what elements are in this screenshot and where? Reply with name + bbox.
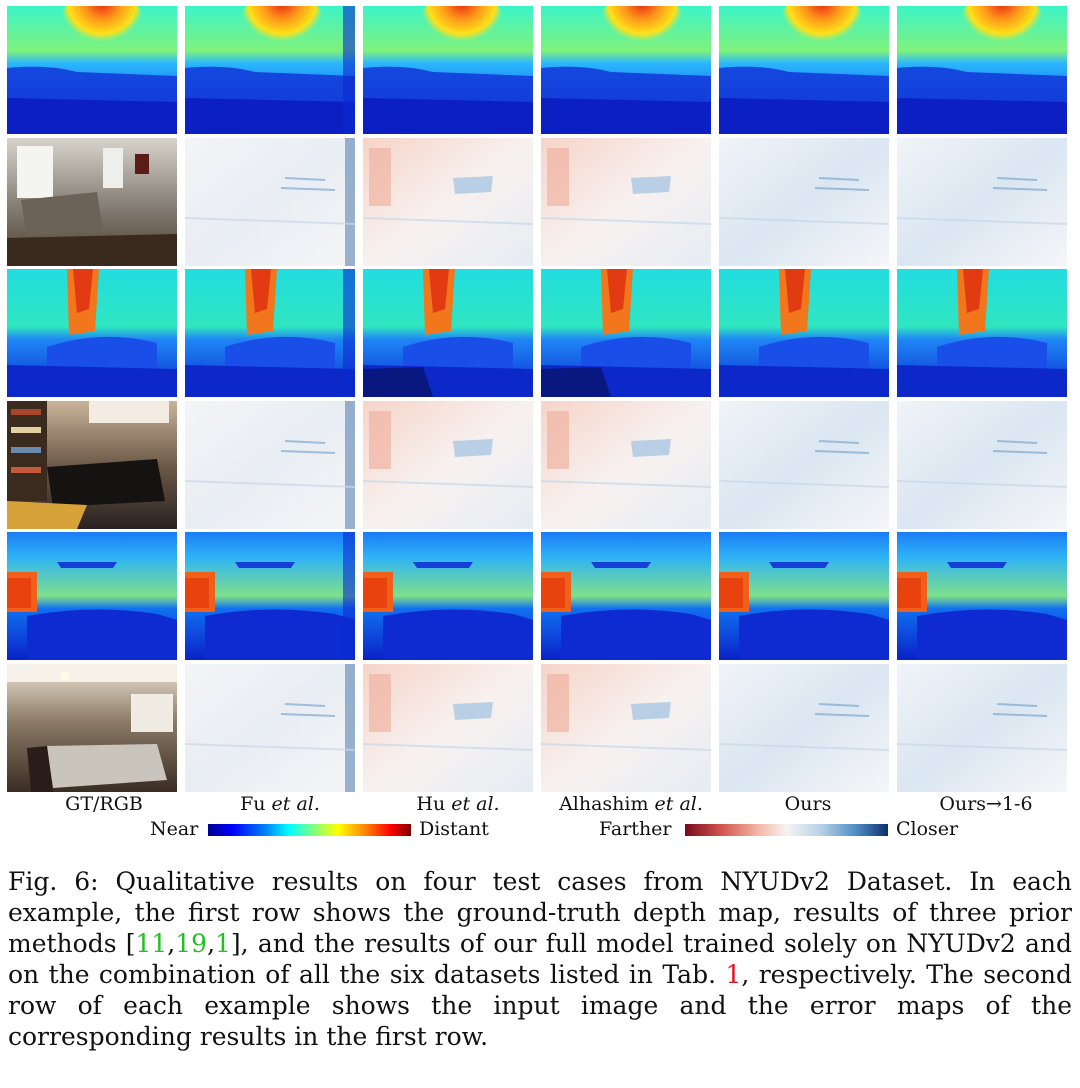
- error-map-fu: [185, 664, 355, 792]
- ground-truth-depth-map-gt-rgb: [7, 532, 177, 660]
- citation-link[interactable]: 19: [175, 929, 208, 958]
- error-map-ours-1-6: [897, 138, 1067, 266]
- column-label-fu: Fu et al.: [240, 793, 320, 815]
- error-map-alhashim: [541, 401, 711, 529]
- predicted-depth-map-alhashim: [541, 532, 711, 660]
- figure-caption: Fig. 6: Qualitative results on four test…: [8, 867, 1072, 1051]
- depth-colorbar: [208, 824, 411, 836]
- predicted-depth-map-fu: [185, 6, 355, 134]
- error-map-ours: [719, 664, 889, 792]
- error-map-alhashim: [541, 138, 711, 266]
- error-map-hu: [363, 138, 533, 266]
- depth-legend-near: Near: [150, 818, 199, 840]
- predicted-depth-map-ours-1-6: [897, 6, 1067, 134]
- predicted-depth-map-ours: [719, 6, 889, 134]
- error-legend-closer: Closer: [896, 818, 959, 840]
- predicted-depth-map-fu: [185, 532, 355, 660]
- error-map-ours-1-6: [897, 401, 1067, 529]
- error-map-ours: [719, 138, 889, 266]
- error-map-fu: [185, 138, 355, 266]
- error-legend-farther: Farther: [599, 818, 672, 840]
- input-rgb-image-gt-rgb: [7, 664, 177, 792]
- error-map-ours: [719, 401, 889, 529]
- column-label-alhashim: Alhashim et al.: [559, 793, 703, 815]
- error-map-ours-1-6: [897, 664, 1067, 792]
- predicted-depth-map-ours-1-6: [897, 269, 1067, 397]
- citation-link[interactable]: 11: [135, 929, 168, 958]
- predicted-depth-map-hu: [363, 6, 533, 134]
- predicted-depth-map-ours-1-6: [897, 532, 1067, 660]
- ground-truth-depth-map-gt-rgb: [7, 269, 177, 397]
- caption-figure-label: Fig. 6:: [8, 867, 99, 896]
- predicted-depth-map-ours: [719, 269, 889, 397]
- table-reference-link[interactable]: 1: [725, 960, 742, 989]
- error-map-fu: [185, 401, 355, 529]
- ground-truth-depth-map-gt-rgb: [7, 6, 177, 134]
- column-label-gt-rgb: GT/RGB: [65, 793, 143, 815]
- input-rgb-image-gt-rgb: [7, 138, 177, 266]
- input-rgb-image-gt-rgb: [7, 401, 177, 529]
- column-label-ours: Ours: [784, 793, 832, 815]
- column-label-ours-1-6: Ours→1-6: [939, 793, 1033, 815]
- predicted-depth-map-ours: [719, 532, 889, 660]
- error-colorbar: [685, 824, 888, 836]
- column-label-hu: Hu et al.: [416, 793, 500, 815]
- citation-link[interactable]: 1: [215, 929, 231, 958]
- predicted-depth-map-hu: [363, 269, 533, 397]
- predicted-depth-map-hu: [363, 532, 533, 660]
- predicted-depth-map-fu: [185, 269, 355, 397]
- error-map-hu: [363, 401, 533, 529]
- error-map-alhashim: [541, 664, 711, 792]
- predicted-depth-map-alhashim: [541, 269, 711, 397]
- depth-legend-distant: Distant: [419, 818, 489, 840]
- predicted-depth-map-alhashim: [541, 6, 711, 134]
- error-map-hu: [363, 664, 533, 792]
- figure-grid: [7, 6, 1075, 792]
